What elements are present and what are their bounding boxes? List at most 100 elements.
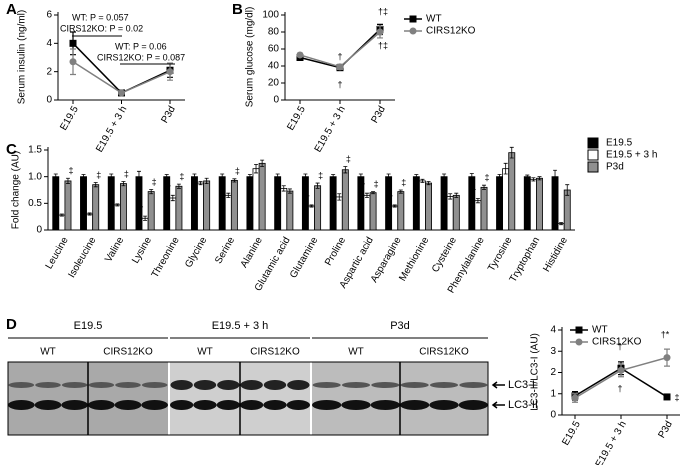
bar: [86, 213, 94, 231]
y-tick-label: 40: [268, 61, 280, 72]
band-lc3-ii: [400, 400, 430, 410]
data-point: [617, 366, 625, 374]
y-tick-label: 2: [46, 66, 52, 77]
x-tick-label: E19.5: [560, 419, 583, 448]
bar: [446, 195, 454, 231]
legend-label: E19.5 + 3 h: [606, 150, 657, 161]
band-lc3-i: [115, 382, 141, 388]
bar: [369, 192, 377, 231]
error-bar: [420, 178, 425, 183]
x-tick-label: E19.5: [58, 104, 81, 133]
bar: [551, 176, 559, 231]
annotation: †: [617, 341, 622, 351]
bar: [230, 179, 238, 231]
annotation: †: [337, 79, 342, 89]
bar: [536, 177, 543, 231]
error-bar: [220, 173, 225, 180]
error-bar: [469, 173, 474, 181]
band-lc3-ii: [240, 400, 264, 410]
error-bar: [497, 174, 502, 180]
error-bar: [115, 203, 120, 207]
band-lc3-ii: [170, 400, 194, 410]
lane-label: WT: [348, 347, 364, 358]
legend-label: CIRS12KO: [426, 26, 476, 37]
bar: [203, 180, 211, 231]
band-lc3-ii: [341, 400, 371, 410]
band-lc3-i: [429, 382, 459, 388]
data-point: [663, 393, 671, 401]
legend-marker: [409, 15, 417, 23]
significance-mark: ‡: [235, 166, 240, 176]
band-lc3-i: [61, 382, 88, 388]
x-tick-label: P3d: [369, 104, 387, 125]
x-tick-label: Isoleucine: [66, 235, 98, 280]
band-lc3-i: [312, 382, 341, 388]
band-lc3-ii: [429, 400, 459, 410]
band-lc3-i: [287, 380, 310, 390]
blot-panel: [312, 362, 400, 435]
significance-mark: †: [471, 186, 476, 196]
x-tick-label: E19.5 + 3 h: [313, 104, 348, 154]
blot-panel: [400, 362, 488, 435]
x-tick-label: E19.5 + 3 h: [594, 419, 629, 465]
significance-mark: ‡: [179, 172, 184, 182]
error-bar: [559, 222, 564, 226]
band-lc3-ii: [458, 400, 489, 410]
y-tick-label: 0: [273, 95, 279, 106]
y-tick-label: 2: [550, 367, 556, 378]
error-bar: [531, 177, 536, 182]
bar: [508, 152, 516, 231]
error-bar: [442, 173, 447, 180]
error-bar: [281, 185, 286, 192]
band-lc3-i: [459, 382, 488, 388]
significance-mark: ‡: [485, 173, 490, 183]
lane-label: WT: [40, 347, 56, 358]
bar: [274, 176, 282, 231]
x-tick-label: E19.5 + 3 h: [94, 104, 129, 154]
error-bar: [509, 146, 514, 159]
bar: [440, 176, 448, 231]
band-lc3-i: [170, 380, 193, 390]
error-bar: [53, 173, 58, 180]
band-lc3-i: [88, 382, 115, 388]
error-bar: [392, 204, 397, 208]
annotation: WT: P = 0.057: [72, 12, 129, 22]
blot-panel: [240, 362, 310, 435]
bar: [92, 184, 100, 231]
bar: [397, 191, 405, 231]
bar: [113, 204, 121, 231]
significance-mark: †: [305, 192, 310, 202]
band-lc3-i: [35, 382, 61, 388]
x-tick-label: Lysine: [130, 235, 154, 266]
data-point: [663, 354, 671, 362]
series-line: [299, 31, 381, 68]
legend-marker: [575, 326, 583, 334]
band-lc3-i: [217, 380, 240, 390]
bar: [502, 168, 510, 231]
x-tick-label: Glycine: [183, 235, 209, 270]
significance-mark: ‡: [68, 166, 73, 176]
band-lc3-i: [193, 380, 217, 390]
error-bar: [503, 162, 508, 175]
band-lc3-i: [400, 382, 429, 388]
series-line: [72, 61, 171, 94]
significance-mark: †: [388, 192, 393, 202]
band-lc3-ii: [263, 400, 287, 410]
blot-panel: [8, 362, 88, 435]
error-bar: [414, 174, 419, 180]
error-bar: [358, 173, 363, 180]
error-bar: [226, 192, 231, 198]
error-bar: [204, 177, 209, 184]
error-bar: [87, 212, 92, 216]
bar: [64, 180, 72, 231]
significance-mark: ‡: [374, 179, 379, 189]
legend-swatch: [587, 149, 599, 161]
x-tick-label: Valine: [103, 235, 126, 264]
bar: [218, 176, 226, 231]
y-axis-label: LC3-II/LC3-I (AU): [530, 333, 541, 411]
x-tick-label: Alanine: [239, 235, 265, 270]
annotation: †‡: [378, 6, 388, 16]
band-lc3-i: [371, 382, 400, 388]
error-bar: [109, 173, 114, 180]
significance-mark: ‡: [318, 170, 323, 180]
